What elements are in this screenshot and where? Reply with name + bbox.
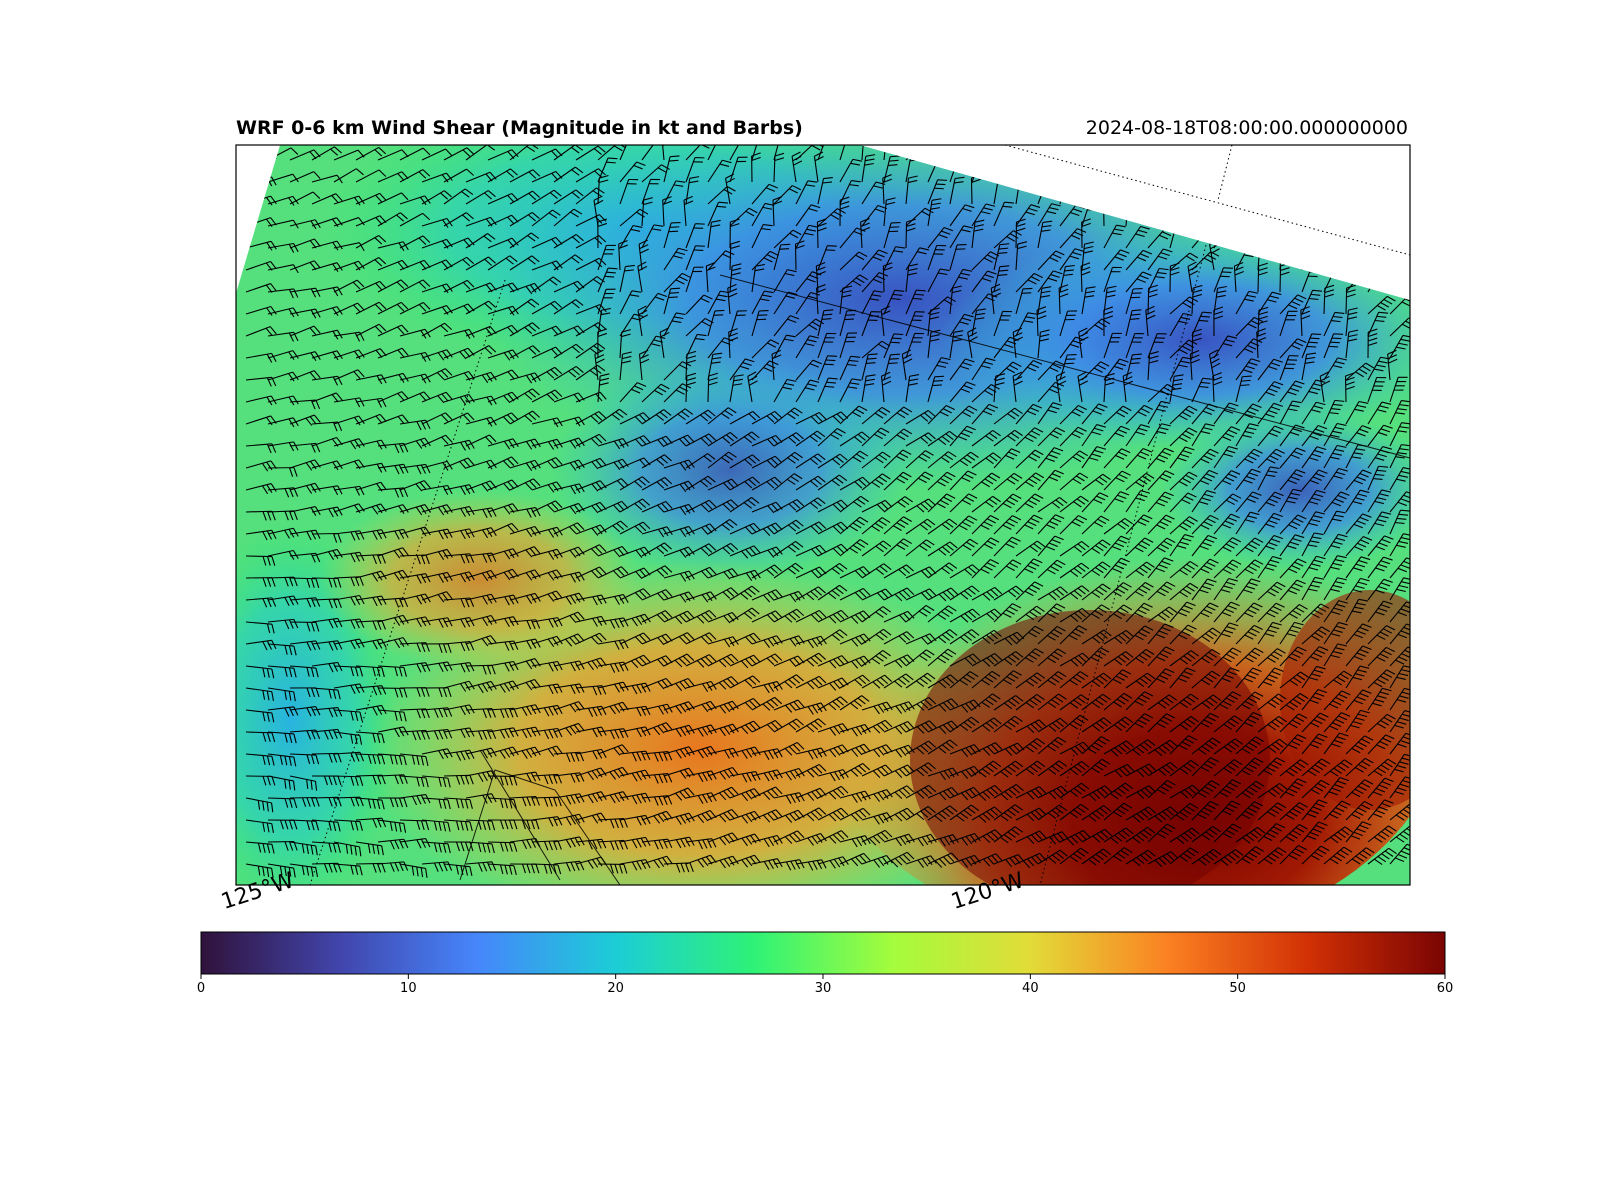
colorbar-tick-label: 30	[815, 981, 832, 996]
colorbar-tick-label: 0	[197, 981, 205, 996]
colorbar-tick-label: 20	[607, 981, 624, 996]
colorbar-tick-label: 40	[1022, 981, 1039, 996]
colorbar-tick-label: 60	[1437, 981, 1454, 996]
colorbar-tick-label: 50	[1229, 981, 1246, 996]
colorbar	[201, 932, 1445, 974]
colorbar-tick-label: 10	[400, 981, 417, 996]
